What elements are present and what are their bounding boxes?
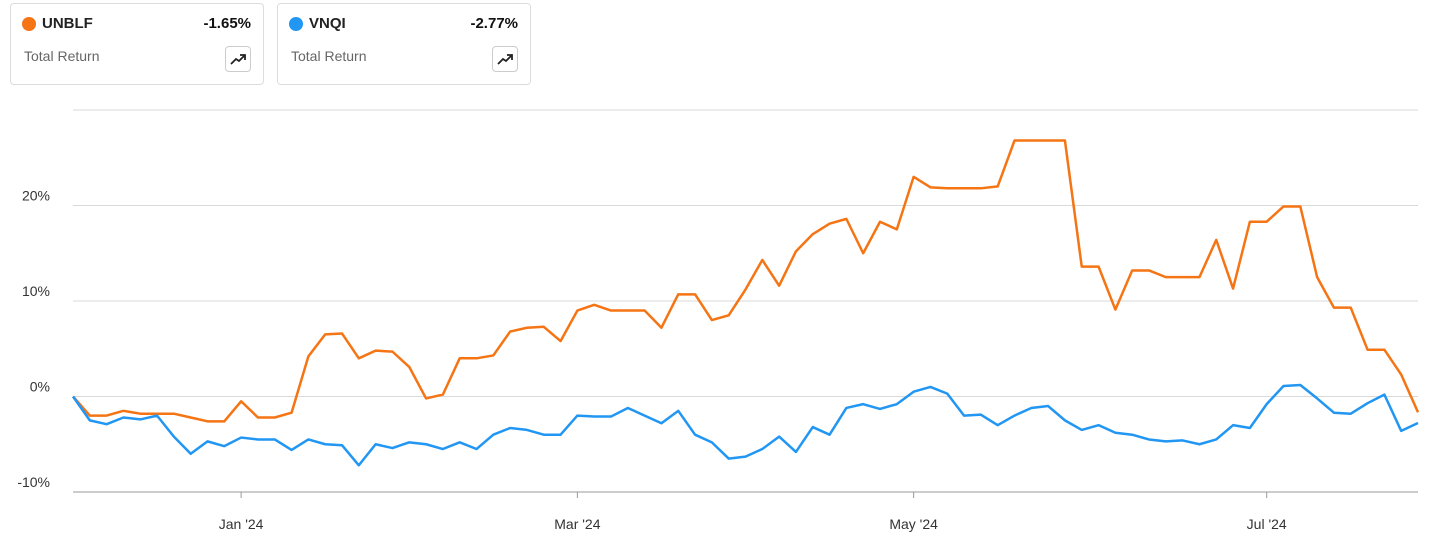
chart-toggle-button[interactable] <box>225 46 251 72</box>
legend-name: VNQI <box>309 15 346 32</box>
x-tick-label: May '24 <box>889 516 938 532</box>
x-tick-label: Jan '24 <box>219 516 264 532</box>
legend-dot <box>289 17 303 31</box>
legend-dot <box>22 17 36 31</box>
y-tick-label: 0% <box>30 379 50 395</box>
x-tick-label: Mar '24 <box>554 516 600 532</box>
chart-toggle-button[interactable] <box>492 46 518 72</box>
total-return-value: -2.77% <box>470 15 518 32</box>
total-return-label: Total Return <box>291 48 367 64</box>
trend-icon <box>230 54 246 65</box>
total-return-value: -1.65% <box>203 15 251 32</box>
series-line <box>72 139 1420 423</box>
y-tick-label: -10% <box>17 474 50 490</box>
legend-name: UNBLF <box>42 15 93 32</box>
y-tick-label: 10% <box>22 283 50 299</box>
x-tick-label: Jul '24 <box>1247 516 1287 532</box>
legend-card[interactable]: UNBLF -1.65% Total Return <box>10 3 264 85</box>
y-tick-label: 20% <box>22 188 50 204</box>
legend-card[interactable]: VNQI -2.77% Total Return <box>277 3 531 85</box>
series-line <box>71 383 1419 467</box>
trend-icon <box>497 54 513 65</box>
total-return-label: Total Return <box>24 48 100 64</box>
